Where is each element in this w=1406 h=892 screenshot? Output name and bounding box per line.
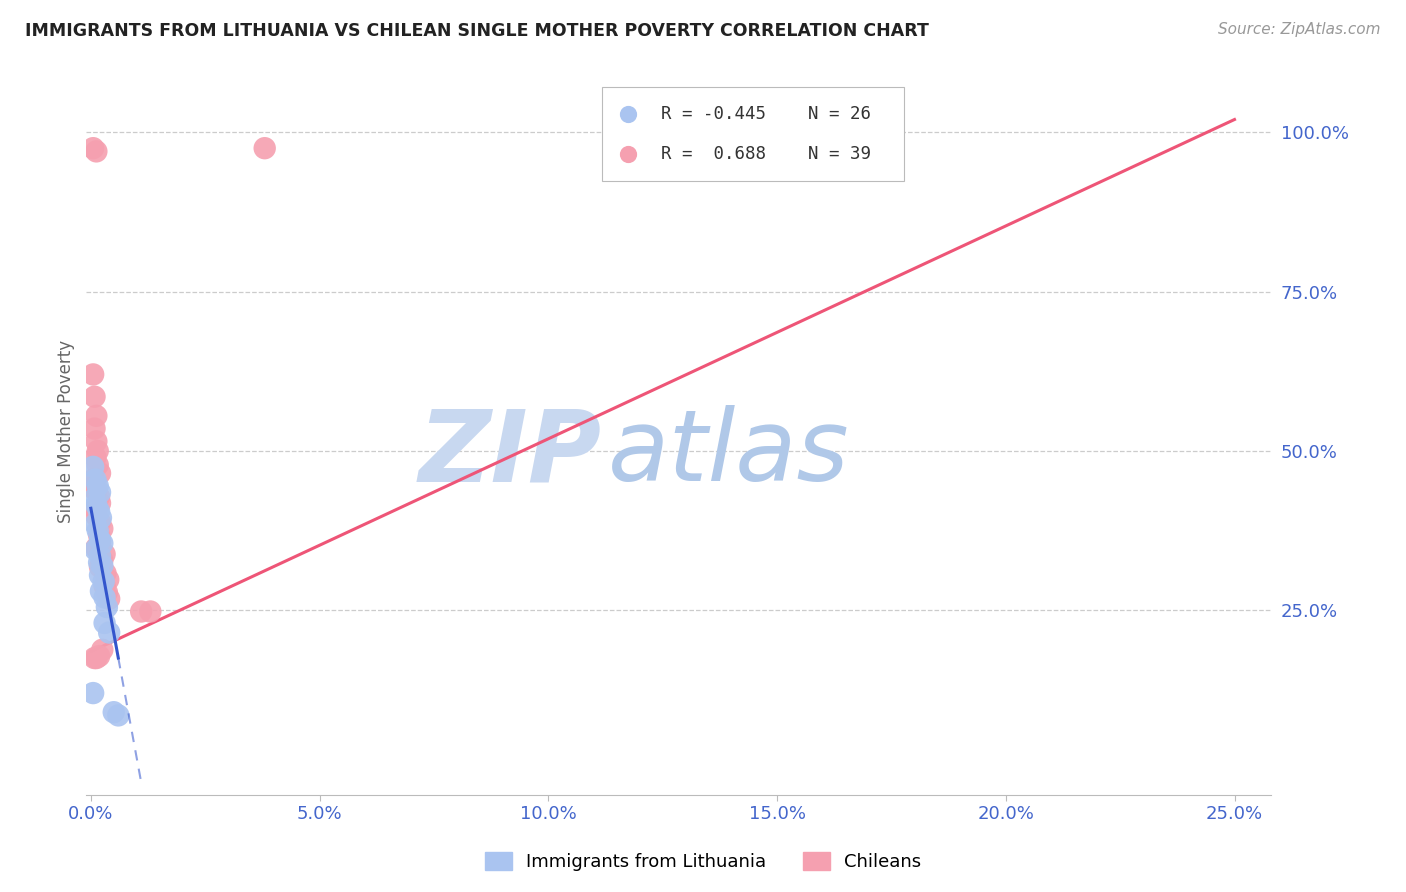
Point [93, 615, 115, 630]
Point [82, 141, 104, 155]
Y-axis label: Single Mother Poverty: Single Mother Poverty [58, 340, 75, 524]
Point [89, 568, 111, 582]
Point [129, 605, 152, 619]
Point [87, 458, 110, 472]
Point [89, 516, 111, 530]
Point [90, 511, 112, 525]
Point [87, 479, 110, 493]
Point [86, 651, 108, 665]
Legend: Immigrants from Lithuania, Chileans: Immigrants from Lithuania, Chileans [478, 845, 928, 879]
Point [139, 605, 162, 619]
Point [86, 145, 108, 159]
Point [89, 560, 111, 574]
Point [97, 573, 120, 587]
Point [86, 541, 108, 555]
Point [84, 517, 107, 532]
Point [89, 485, 111, 500]
Point [96, 585, 118, 599]
Point [86, 409, 108, 423]
Point [87, 649, 110, 664]
Point [89, 534, 111, 549]
Text: Source: ZipAtlas.com: Source: ZipAtlas.com [1218, 22, 1381, 37]
Point [84, 450, 107, 465]
Point [93, 547, 115, 561]
Point [83, 482, 105, 496]
Point [94, 566, 117, 581]
Point [91, 522, 114, 536]
Point [93, 591, 115, 605]
Point [89, 467, 111, 481]
Point [91, 642, 114, 657]
Point [89, 496, 111, 510]
Point [87, 504, 110, 518]
Point [83, 479, 105, 493]
Text: R =  0.688    N = 39: R = 0.688 N = 39 [661, 145, 870, 162]
Point [83, 421, 105, 435]
Point [98, 591, 121, 606]
Point [91, 553, 114, 567]
Point [87, 528, 110, 542]
Point [86, 498, 108, 512]
Point [103, 705, 125, 719]
Point [86, 434, 108, 449]
Point [91, 536, 114, 550]
Point [91, 558, 114, 573]
Point [82, 686, 104, 700]
FancyBboxPatch shape [602, 87, 904, 181]
Point [87, 490, 110, 504]
Point [83, 491, 105, 506]
Point [82, 473, 104, 487]
Point [89, 533, 111, 548]
Text: IMMIGRANTS FROM LITHUANIA VS CHILEAN SINGLE MOTHER POVERTY CORRELATION CHART: IMMIGRANTS FROM LITHUANIA VS CHILEAN SIN… [25, 22, 929, 40]
Point [87, 444, 110, 458]
Text: ZIP: ZIP [419, 405, 602, 502]
Point [87, 524, 110, 538]
Point [84, 542, 107, 557]
Point [90, 584, 112, 599]
Point [86, 483, 108, 498]
Text: R = -0.445    N = 26: R = -0.445 N = 26 [661, 105, 870, 123]
Text: atlas: atlas [607, 405, 849, 502]
Point [83, 390, 105, 404]
Point [84, 473, 107, 487]
Point [93, 579, 115, 593]
Point [93, 574, 115, 589]
Point [87, 556, 110, 570]
Point [107, 708, 129, 723]
Point [89, 549, 111, 563]
Point [84, 502, 107, 516]
Point [98, 625, 121, 640]
Point [253, 141, 276, 155]
Point [82, 368, 104, 382]
Point [96, 600, 118, 615]
Point [82, 459, 104, 474]
Point [86, 508, 108, 523]
Point [83, 651, 105, 665]
